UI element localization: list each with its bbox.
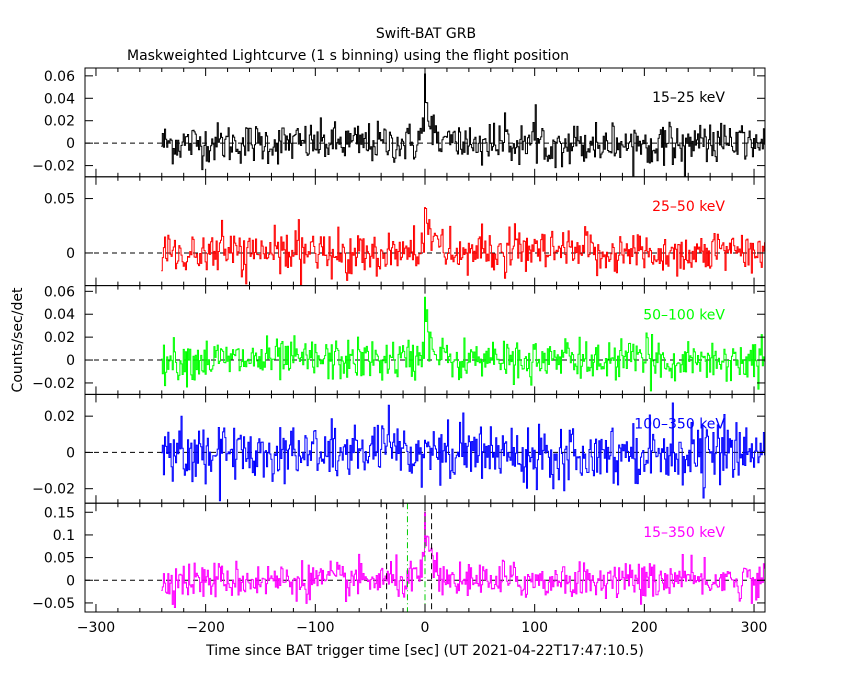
y-tick-label: 0 [66, 246, 75, 262]
y-tick-label: 0.04 [44, 91, 75, 107]
x-axis-label: Time since BAT trigger time [sec] (UT 20… [205, 643, 644, 659]
y-tick-label: 0.02 [44, 330, 75, 346]
energy-band-label: 100–350 keV [634, 416, 725, 432]
y-tick-label: −0.05 [32, 596, 75, 612]
y-tick-label: 0.06 [44, 69, 75, 85]
y-tick-label: −0.02 [32, 159, 75, 175]
panel-3: −0.02 0 0.02 0.04 0.06 50–100 keV [32, 284, 765, 394]
x-tick-label: 200 [631, 620, 658, 636]
panels-group: −0.02 0 0.02 0.04 0.06 15–25 keV 0 0.05 25–50 ke… [32, 68, 765, 612]
y-tick-label: 0 [66, 573, 75, 589]
chart-title: Swift-BAT GRB [376, 26, 476, 42]
y-tick-label: 0 [66, 136, 75, 152]
energy-band-label: 15–25 keV [652, 90, 725, 106]
x-tick-label: 0 [421, 620, 430, 636]
panel-4: −0.02 0 0.02 100–350 keV [32, 394, 765, 503]
y-tick-label: 0.02 [44, 409, 75, 425]
energy-band-label: 15–350 keV [643, 525, 725, 541]
y-tick-label: −0.02 [32, 376, 75, 392]
x-tick-label: 300 [741, 620, 768, 636]
chart-subtitle: Maskweighted Lightcurve (1 s binning) us… [127, 48, 569, 64]
y-tick-label: 0.06 [44, 284, 75, 300]
panel-5: −0.05 0 0.05 0.1 0.15 15–350 keV [32, 503, 765, 612]
y-tick-label: 0.1 [53, 528, 75, 544]
lightcurve-figure: Swift-BAT GRB Maskweighted Lightcurve (1… [0, 0, 850, 680]
y-tick-label: 0 [66, 353, 75, 369]
y-tick-label: −0.02 [32, 482, 75, 498]
panel-1: −0.02 0 0.02 0.04 0.06 15–25 keV [32, 68, 765, 177]
y-tick-label: 0.05 [44, 551, 75, 567]
y-tick-label: 0.05 [44, 192, 75, 208]
x-tick-label: 100 [521, 620, 548, 636]
x-tick-label: −300 [77, 620, 115, 636]
energy-band-label: 50–100 keV [643, 308, 725, 324]
x-tick-labels: −300 −200 −100 0 100 200 300 [77, 620, 768, 636]
y-tick-label: 0.15 [44, 505, 75, 521]
y-tick-label: 0 [66, 445, 75, 461]
y-tick-label: 0.02 [44, 114, 75, 130]
panel-2: 0 0.05 25–50 keV [44, 177, 766, 286]
x-tick-label: −200 [186, 620, 224, 636]
energy-band-label: 25–50 keV [652, 199, 725, 215]
lightcurve-series [161, 208, 765, 286]
x-tick-label: −100 [296, 620, 334, 636]
y-axis-label: Counts/sec/det [10, 287, 26, 392]
y-tick-label: 0.04 [44, 307, 75, 323]
